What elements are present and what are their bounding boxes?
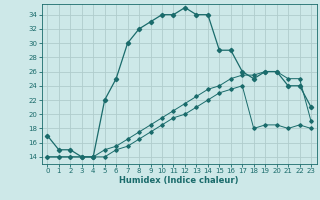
- X-axis label: Humidex (Indice chaleur): Humidex (Indice chaleur): [119, 176, 239, 185]
